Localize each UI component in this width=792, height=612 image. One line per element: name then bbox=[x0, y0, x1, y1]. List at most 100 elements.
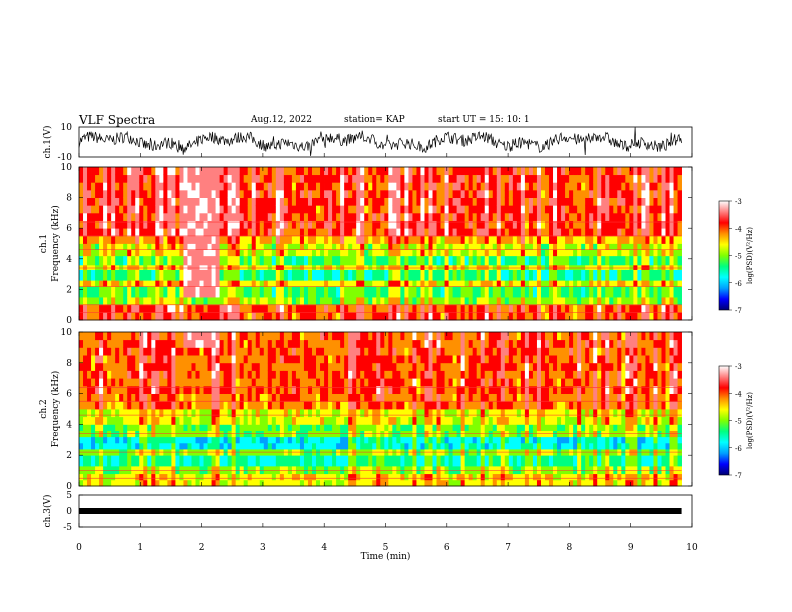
spec1-cell bbox=[544, 197, 550, 206]
spec1-cell bbox=[356, 220, 361, 229]
spec1-cell bbox=[472, 205, 478, 214]
spec1-cell bbox=[368, 174, 373, 183]
spec1-cell bbox=[520, 286, 526, 298]
spec2-cell bbox=[380, 455, 385, 467]
spec1-cell bbox=[629, 212, 634, 221]
spec1-cell bbox=[199, 182, 204, 191]
spec2-cell bbox=[303, 436, 309, 444]
spec1-cell bbox=[468, 197, 474, 206]
spec2-cell bbox=[440, 339, 445, 348]
spec2-cell bbox=[247, 436, 253, 444]
spec2-cell bbox=[87, 393, 92, 402]
spec1-cell bbox=[303, 197, 309, 206]
spec2-cell bbox=[119, 436, 124, 444]
spec2-cell bbox=[428, 416, 433, 425]
spec1-cell bbox=[227, 189, 233, 198]
spec1-cell bbox=[657, 255, 662, 266]
spec1-cell bbox=[247, 228, 253, 237]
spec1-cell bbox=[191, 182, 196, 191]
spec2-cell bbox=[344, 455, 349, 467]
spec1-cell bbox=[291, 167, 297, 176]
spec1-cell bbox=[593, 197, 598, 206]
spec1-cell bbox=[396, 255, 401, 266]
spec2-cell bbox=[432, 465, 437, 475]
spec1-cell bbox=[528, 249, 534, 257]
spec1-cell bbox=[569, 255, 574, 266]
spec1-cell bbox=[163, 269, 168, 281]
spec2-cell bbox=[175, 401, 180, 410]
spec1-cell bbox=[183, 269, 188, 281]
spec1-cell bbox=[79, 297, 84, 306]
spec2-cell bbox=[143, 436, 148, 444]
spec1-cell bbox=[677, 249, 682, 257]
spec1-cell bbox=[629, 243, 634, 251]
spec1-cell bbox=[665, 212, 670, 221]
spec2-cell bbox=[384, 378, 389, 387]
spec1-cell bbox=[424, 212, 429, 221]
spec2-cell bbox=[400, 362, 405, 371]
spec2-cell bbox=[91, 370, 96, 379]
spec2-cell bbox=[348, 416, 353, 425]
spec2-cell bbox=[316, 473, 321, 481]
spec1-cell bbox=[508, 189, 514, 198]
spec2-cell bbox=[328, 473, 333, 481]
spec1-cell bbox=[412, 286, 417, 298]
spec1-cell bbox=[605, 255, 610, 266]
spec1-cell bbox=[617, 280, 622, 287]
spec1-cell bbox=[243, 212, 249, 221]
spec2-cell bbox=[119, 416, 124, 425]
spec1-cell bbox=[259, 312, 265, 321]
spec2-cell bbox=[420, 362, 425, 371]
spec1-cell bbox=[460, 264, 466, 270]
spec2-cell bbox=[227, 436, 233, 444]
spec2-cell bbox=[123, 424, 128, 431]
spec1-cell bbox=[581, 312, 586, 321]
spec2-cell bbox=[179, 385, 184, 394]
spec1-cell bbox=[135, 197, 140, 206]
spec1-cell bbox=[159, 286, 164, 298]
spec1-cell bbox=[287, 182, 293, 191]
spec2-cell bbox=[191, 436, 196, 444]
spec1-cell bbox=[408, 280, 413, 287]
spec1-cell bbox=[171, 249, 176, 257]
spec1-cell bbox=[135, 280, 140, 287]
spec1-cell bbox=[275, 212, 281, 221]
spec2-cell bbox=[95, 355, 100, 364]
spec1-cell bbox=[597, 220, 602, 229]
spec1-cell bbox=[657, 269, 662, 281]
spec2-cell bbox=[247, 401, 253, 410]
spec1-cell bbox=[376, 286, 381, 298]
spec1-cell bbox=[452, 220, 458, 229]
spec1-cell bbox=[468, 297, 474, 306]
spec2-cell bbox=[416, 362, 421, 371]
spec1-cell bbox=[131, 228, 136, 237]
spec1-cell bbox=[279, 264, 285, 270]
spec2-cell bbox=[147, 473, 152, 481]
spec1-cell bbox=[211, 167, 216, 176]
spec1-cell bbox=[372, 235, 377, 244]
spec2-cell bbox=[143, 355, 148, 364]
spec2-cell bbox=[404, 347, 409, 356]
spec1-cell bbox=[589, 228, 594, 237]
spec2-cell bbox=[131, 436, 136, 444]
spec2-cell bbox=[291, 442, 297, 450]
spec1-cell bbox=[589, 189, 594, 198]
spec2-cell bbox=[131, 455, 136, 467]
spec2-cell bbox=[187, 416, 192, 425]
spec2-cell bbox=[199, 385, 204, 394]
spec1-cell bbox=[532, 197, 538, 206]
spec1-cell bbox=[677, 286, 682, 298]
spec1-cell bbox=[328, 304, 333, 313]
spec2-cell bbox=[179, 332, 184, 341]
spec1-cell bbox=[303, 304, 309, 313]
spec1-cell bbox=[544, 264, 550, 270]
spec2-cell bbox=[143, 473, 148, 481]
spec2-cell bbox=[203, 393, 208, 402]
spec1-cell bbox=[316, 269, 321, 281]
spec2-cell bbox=[123, 409, 128, 418]
spec2-cell bbox=[271, 455, 277, 467]
spec2-cell bbox=[303, 393, 309, 402]
spec2-cell bbox=[79, 385, 84, 394]
spec2-cell bbox=[267, 339, 273, 348]
spec2-cell bbox=[179, 409, 184, 418]
